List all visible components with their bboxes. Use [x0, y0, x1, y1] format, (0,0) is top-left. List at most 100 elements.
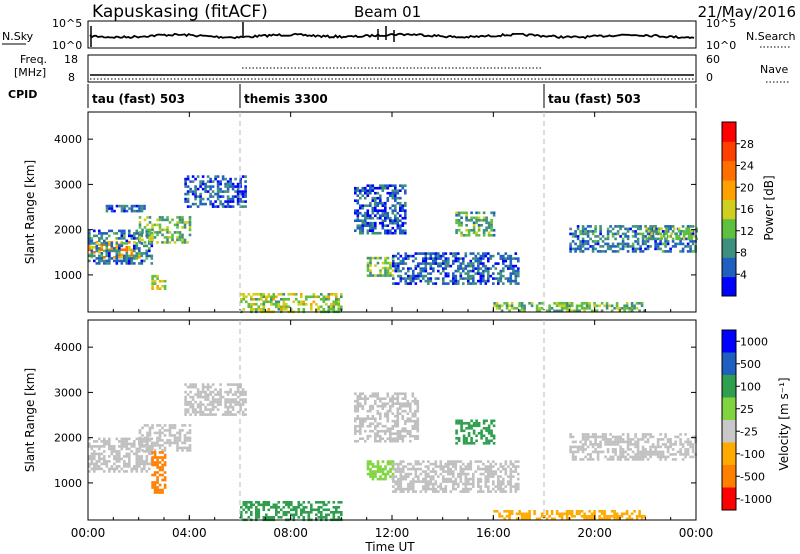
- heatmap-cell: [371, 211, 375, 215]
- heatmap-cell: [684, 433, 687, 436]
- heatmap-cell: [90, 447, 94, 451]
- heatmap-cell: [396, 224, 400, 227]
- heatmap-cell: [681, 453, 685, 456]
- heatmap-cell: [356, 439, 360, 443]
- heatmap-cell: [424, 257, 428, 260]
- heatmap-cell: [429, 267, 433, 270]
- heatmap-cell: [384, 404, 387, 408]
- heatmap-cell: [434, 257, 438, 260]
- heatmap-cell: [465, 224, 468, 227]
- heatmap-cell: [470, 216, 473, 220]
- heatmap-cell: [462, 467, 465, 471]
- heatmap-cell: [485, 427, 488, 430]
- heatmap-cell: [674, 458, 677, 461]
- heatmap-cell: [509, 485, 513, 488]
- heatmap-cell: [156, 491, 159, 494]
- heatmap-cell: [636, 453, 640, 456]
- heatmap-cell: [130, 204, 134, 208]
- heatmap-cell: [475, 434, 478, 438]
- heatmap-cell: [312, 300, 316, 304]
- heatmap-cell: [651, 235, 655, 238]
- heatmap-cell: [371, 256, 375, 260]
- heatmap-cell: [634, 232, 637, 236]
- heatmap-cell: [252, 303, 256, 306]
- heatmap-cell: [379, 269, 382, 272]
- heatmap-cell: [153, 486, 157, 489]
- heatmap-cell: [442, 267, 445, 270]
- heatmap-cell: [472, 231, 476, 235]
- heatmap-cell: [138, 462, 141, 466]
- heatmap-cell: [204, 190, 207, 193]
- heatmap-cell: [397, 282, 400, 285]
- heatmap-cell: [623, 307, 626, 310]
- heatmap-cell: [236, 192, 240, 196]
- heatmap-cell: [277, 516, 281, 519]
- heatmap-cell: [366, 437, 370, 440]
- heatmap-cell: [194, 413, 197, 416]
- heatmap-cell: [158, 483, 162, 487]
- heatmap-cell: [98, 237, 101, 240]
- heatmap-cell: [356, 194, 360, 197]
- heatmap-cell: [194, 195, 197, 198]
- heatmap-cell: [391, 189, 395, 192]
- heatmap-cell: [665, 232, 668, 235]
- scatter-region: [88, 437, 154, 473]
- heatmap-cell: [649, 450, 652, 454]
- heatmap-cell: [474, 267, 478, 270]
- heatmap-cell: [414, 409, 417, 413]
- heatmap-cell: [502, 254, 505, 258]
- heatmap-cell: [492, 277, 495, 280]
- heatmap-cell: [641, 435, 645, 439]
- heatmap-cell: [489, 470, 493, 473]
- heatmap-cell: [649, 448, 652, 451]
- heatmap-cell: [399, 462, 403, 466]
- heatmap-cell: [123, 237, 126, 240]
- heatmap-cell: [173, 241, 177, 244]
- heatmap-cell: [178, 231, 182, 234]
- heatmap-cell: [366, 221, 370, 225]
- heatmap-cell: [407, 274, 410, 278]
- heatmap-cell: [130, 251, 134, 254]
- heatmap-cell: [472, 480, 475, 483]
- heatmap-cell: [145, 470, 149, 473]
- heatmap-cell: [110, 244, 114, 248]
- heatmap-cell: [691, 448, 695, 451]
- heatmap-cell: [359, 424, 362, 428]
- heatmap-cell: [579, 458, 582, 461]
- heatmap-cell: [374, 264, 377, 267]
- heatmap-cell: [391, 194, 395, 197]
- heatmap-cell: [252, 503, 256, 507]
- heatmap-cell: [479, 477, 483, 481]
- heatmap-cell: [143, 241, 147, 244]
- heatmap-cell: [163, 218, 167, 222]
- heatmap-cell: [619, 458, 622, 461]
- heatmap-cell: [356, 404, 360, 408]
- heatmap-cell: [432, 477, 435, 481]
- heatmap-cell: [477, 257, 480, 260]
- heatmap-cell: [95, 465, 99, 468]
- heatmap-cell: [194, 197, 197, 201]
- heatmap-cell: [499, 462, 503, 466]
- heatmap-cell: [128, 455, 131, 458]
- heatmap-cell: [589, 453, 592, 456]
- heatmap-cell: [509, 460, 513, 463]
- heatmap-cell: [455, 211, 458, 215]
- heatmap-cell: [600, 512, 604, 516]
- heatmap-cell: [595, 304, 599, 308]
- heatmap-cell: [156, 441, 159, 445]
- colorbar-swatch: [722, 465, 736, 488]
- heatmap-cell: [691, 230, 695, 233]
- heatmap-cell: [236, 383, 240, 386]
- heatmap-cell: [569, 242, 572, 246]
- heatmap-cell: [90, 455, 94, 458]
- heatmap-cell: [250, 295, 253, 299]
- colorbar-swatch: [722, 420, 736, 443]
- heatmap-cell: [145, 244, 149, 248]
- heatmap-cell: [651, 435, 655, 439]
- heatmap-cell: [495, 302, 499, 305]
- heatmap-cell: [505, 302, 509, 305]
- heatmap-cell: [123, 470, 126, 473]
- heatmap-cell: [565, 304, 569, 308]
- heatmap-cell: [138, 460, 141, 463]
- heatmap-cell: [545, 512, 549, 516]
